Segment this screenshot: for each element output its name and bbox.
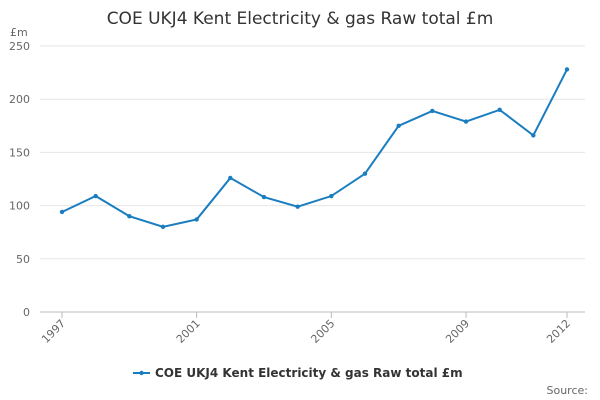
x-tick-label: 2012 — [544, 317, 573, 346]
data-point — [362, 171, 368, 176]
y-tick-label: 250 — [9, 40, 30, 53]
x-tick-label: 2001 — [174, 317, 203, 346]
y-tick-label: 0 — [23, 306, 30, 319]
data-point — [430, 108, 435, 114]
data-point — [127, 214, 132, 219]
x-tick-label: 2009 — [443, 317, 472, 346]
x-tick-label: 1997 — [39, 317, 68, 346]
legend-label: COE UKJ4 Kent Electricity & gas Raw tota… — [155, 366, 463, 380]
source: Source: — [547, 384, 589, 397]
data-point — [194, 217, 199, 222]
y-tick-label: 100 — [9, 200, 30, 213]
data-point — [531, 133, 536, 138]
data-point — [228, 175, 233, 181]
y-tick-label: 50 — [16, 253, 30, 266]
series-line — [61, 68, 568, 228]
y-axis-unit: £m — [10, 26, 28, 39]
y-tick-label: 200 — [9, 93, 30, 106]
data-point — [396, 123, 401, 128]
data-point — [295, 204, 300, 209]
chart-title: COE UKJ4 Kent Electricity & gas Raw tota… — [107, 9, 494, 29]
data-point — [59, 209, 65, 215]
data-point — [463, 119, 469, 124]
data-point — [497, 107, 502, 113]
data-point — [261, 194, 267, 200]
x-tick-label: 2005 — [308, 317, 337, 346]
data-point — [329, 193, 334, 199]
data-point — [160, 224, 166, 230]
legend-marker — [139, 370, 144, 376]
y-tick-label: 150 — [9, 146, 30, 159]
data-point — [93, 193, 98, 199]
data-point — [564, 67, 570, 72]
